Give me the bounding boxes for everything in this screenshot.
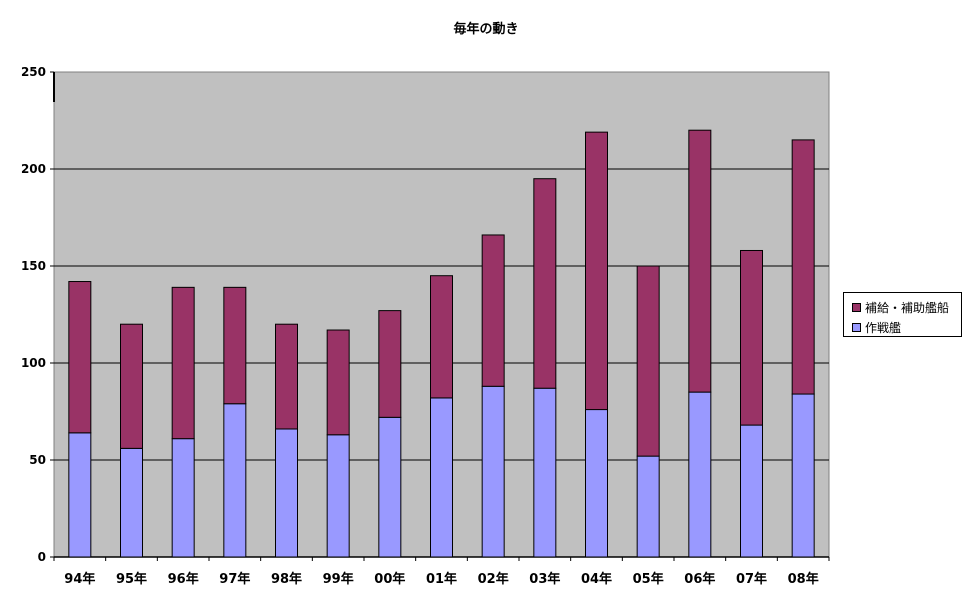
bar-segment-combat (688, 391, 712, 558)
legend-swatch-combat (852, 323, 861, 332)
x-tick-label: 98年 (271, 571, 302, 587)
bar-segment-supply (120, 323, 143, 449)
legend-swatch-supply (852, 303, 861, 312)
bar-segment-supply (171, 286, 195, 440)
bar-segment-supply (740, 249, 763, 426)
y-tick-label: 0 (38, 550, 46, 564)
bar-segment-supply (636, 265, 660, 457)
bar-segment-combat (533, 387, 557, 558)
x-tick-label: 94年 (64, 571, 95, 587)
chart-title: 毎年の動き (453, 21, 518, 37)
legend-item-supply: 補給・補助艦船 (852, 299, 949, 316)
bar-segment-supply (326, 329, 350, 436)
x-tick-label: 99年 (323, 571, 354, 587)
bar-segment-supply (378, 310, 402, 418)
x-tick-label: 02年 (478, 571, 509, 587)
bar-segment-supply (585, 131, 608, 411)
legend-label-combat: 作戦艦 (865, 321, 902, 335)
x-tick-label: 08年 (788, 571, 819, 587)
bar-segment-combat (68, 432, 92, 558)
y-tick-label: 150 (21, 259, 46, 273)
bar-segment-combat (636, 455, 660, 558)
x-tick-label: 01年 (426, 571, 457, 587)
bar-segment-combat (120, 447, 143, 558)
bar-segment-combat (275, 428, 298, 558)
bar-segment-combat (326, 434, 350, 558)
legend: 補給・補助艦船 作戦艦 (843, 292, 962, 337)
bar-segment-supply (68, 281, 92, 434)
bar-segment-combat (171, 438, 195, 558)
bar-segment-combat (740, 424, 763, 558)
y-tick-label: 100 (21, 356, 46, 370)
x-tick-label: 04年 (581, 571, 612, 587)
x-tick-label: 07年 (736, 571, 767, 587)
bar-segment-supply (223, 286, 247, 405)
x-tick-label: 06年 (684, 571, 715, 587)
bar-segment-combat (378, 416, 402, 558)
x-tick-label: 97年 (219, 571, 250, 587)
bar-segment-combat (791, 393, 815, 558)
bar-segment-supply (481, 234, 505, 387)
x-tick-label: 95年 (116, 571, 147, 587)
bar-segment-supply (791, 139, 815, 395)
y-tick-label: 50 (29, 453, 46, 467)
bar-segment-combat (585, 409, 608, 558)
x-tick-label: 00年 (374, 571, 405, 587)
x-tick-label: 96年 (168, 571, 199, 587)
bar-segment-supply (430, 275, 453, 399)
bar-segment-supply (275, 323, 298, 430)
bar-segment-supply (533, 178, 557, 389)
legend-item-combat: 作戦艦 (852, 319, 901, 336)
bar-segment-supply (688, 129, 712, 393)
bar-segment-combat (481, 385, 505, 558)
y-tick-label: 200 (21, 162, 46, 176)
x-tick-label: 05年 (633, 571, 664, 587)
bar-segment-combat (430, 397, 453, 558)
x-tick-label: 03年 (529, 571, 560, 587)
y-tick-label: 250 (21, 65, 46, 79)
legend-label-supply: 補給・補助艦船 (865, 301, 950, 315)
bar-segment-combat (223, 403, 247, 558)
